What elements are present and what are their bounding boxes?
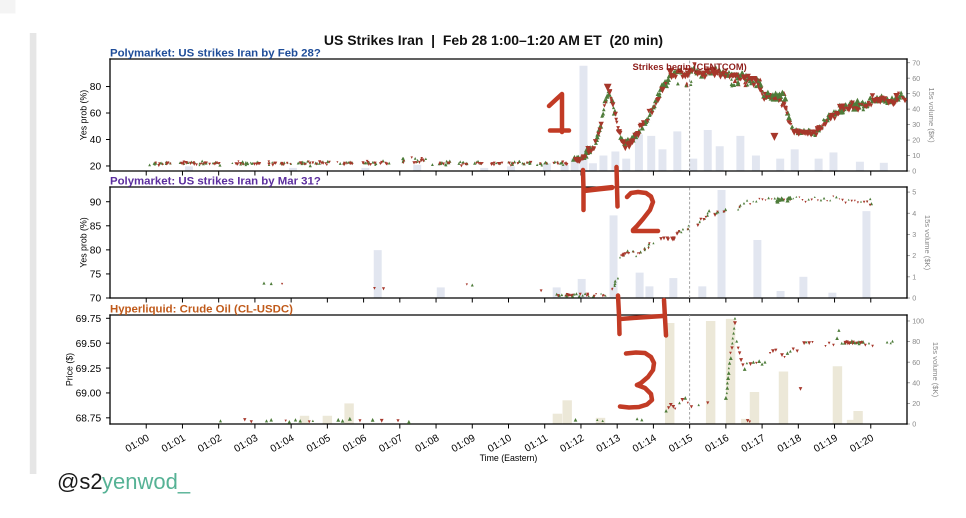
- svg-text:2: 2: [912, 251, 916, 260]
- svg-text:40: 40: [912, 378, 920, 387]
- svg-text:Yes prob (%): Yes prob (%): [78, 217, 88, 268]
- svg-text:80: 80: [90, 246, 102, 257]
- svg-text:69.25: 69.25: [76, 364, 102, 375]
- svg-text:Yes prob (%): Yes prob (%): [78, 90, 88, 141]
- svg-text:5: 5: [912, 188, 916, 197]
- svg-text:60: 60: [912, 74, 920, 83]
- svg-text:60: 60: [912, 358, 920, 367]
- svg-text:80: 80: [90, 82, 102, 93]
- svg-text:0: 0: [912, 167, 916, 176]
- svg-text:15s volume ($K): 15s volume ($K): [927, 87, 936, 143]
- svg-text:90: 90: [90, 197, 102, 208]
- svg-text:100: 100: [912, 317, 924, 326]
- svg-text:20: 20: [912, 136, 920, 145]
- svg-text:1: 1: [912, 272, 916, 281]
- svg-text:3: 3: [912, 230, 916, 239]
- svg-text:15s volume ($K): 15s volume ($K): [923, 215, 932, 271]
- svg-text:20: 20: [90, 162, 102, 173]
- svg-text:30: 30: [912, 120, 920, 129]
- svg-text:40: 40: [912, 105, 920, 114]
- svg-text:US Strikes Iran | Feb 28 1:0: US Strikes Iran | Feb 28 1:00–1:20 AM ET…: [324, 32, 663, 48]
- svg-text:Polymarket: US strikes Iran by: Polymarket: US strikes Iran by Mar 31?: [110, 176, 321, 188]
- svg-text:68.75: 68.75: [76, 414, 102, 425]
- svg-text:69.00: 69.00: [76, 389, 102, 400]
- svg-text:4: 4: [912, 209, 916, 218]
- svg-text:50: 50: [912, 89, 920, 98]
- svg-text:0: 0: [912, 294, 916, 303]
- svg-text:15s volume ($K): 15s volume ($K): [931, 342, 940, 398]
- svg-text:Time (Eastern): Time (Eastern): [480, 453, 538, 463]
- svg-text:Price ($): Price ($): [64, 353, 74, 386]
- svg-text:Hyperliquid: Crude Oil (CL-USD: Hyperliquid: Crude Oil (CL-USDC): [110, 304, 293, 316]
- svg-text:Polymarket: US strikes Iran by: Polymarket: US strikes Iran by Feb 28?: [110, 48, 321, 60]
- svg-text:0: 0: [912, 420, 916, 429]
- svg-text:yenwod_: yenwod_: [102, 469, 191, 494]
- svg-text:85: 85: [90, 221, 102, 232]
- svg-text:40: 40: [90, 135, 102, 146]
- svg-text:60: 60: [90, 109, 102, 120]
- svg-text:69.75: 69.75: [76, 314, 102, 325]
- svg-text:10: 10: [912, 151, 920, 160]
- svg-text:75: 75: [90, 270, 102, 281]
- svg-text:@s2: @s2: [57, 469, 103, 494]
- svg-text:70: 70: [912, 58, 920, 67]
- svg-text:80: 80: [912, 337, 920, 346]
- svg-text:20: 20: [912, 399, 920, 408]
- svg-text:70: 70: [90, 294, 102, 305]
- svg-text:Strikes begin (CENTCOM): Strikes begin (CENTCOM): [633, 62, 747, 72]
- svg-text:69.50: 69.50: [76, 339, 102, 350]
